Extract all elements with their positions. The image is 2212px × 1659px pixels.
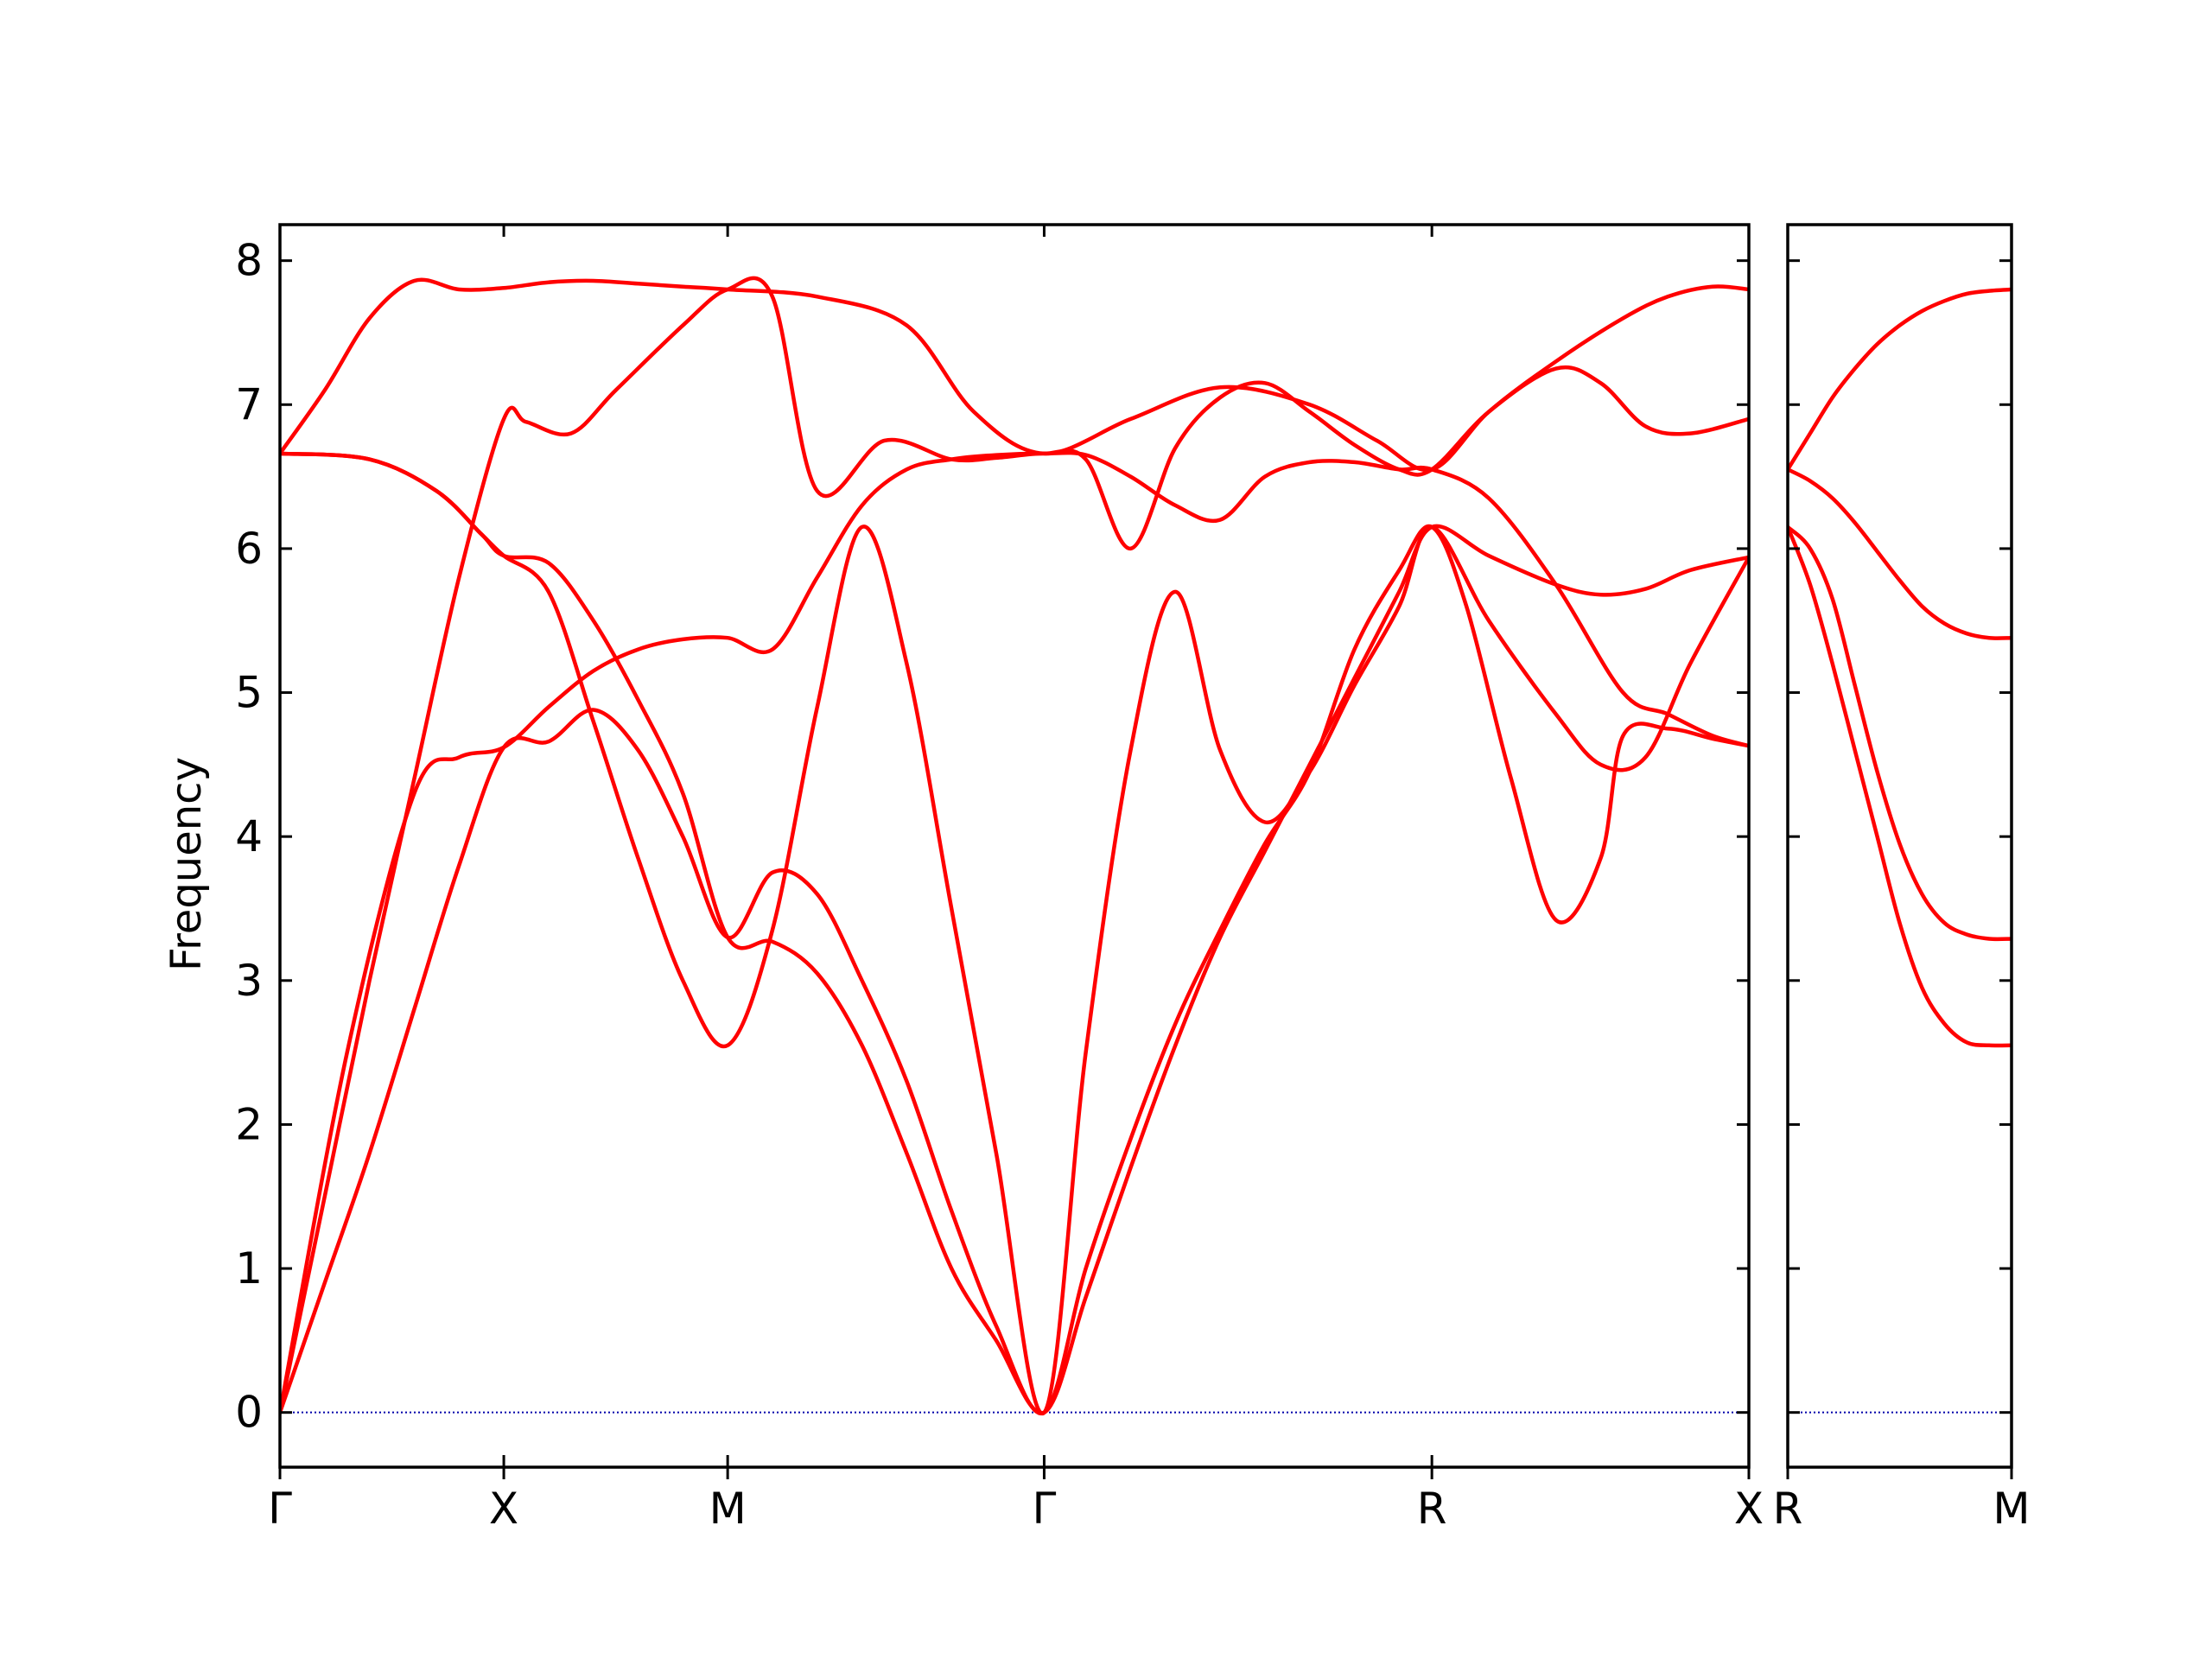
phonon-branch-1 [1788, 287, 2012, 472]
y-tick-label: 0 [235, 1388, 263, 1438]
y-tick-label: 3 [235, 956, 263, 1006]
x-tick-label: R [1773, 1484, 1803, 1534]
phonon-branch-3 [1788, 524, 2012, 1048]
phonon-branch-4 [1788, 524, 2012, 942]
x-tick-label: R [1417, 1484, 1447, 1534]
y-tick-label: 8 [235, 236, 263, 286]
y-tick-label: 1 [235, 1243, 263, 1294]
y-axis-label: Frequency [162, 757, 211, 971]
x-tick-label: X [489, 1484, 518, 1534]
x-tick-label: M [709, 1484, 747, 1534]
x-tick-label: Γ [1033, 1484, 1057, 1534]
phonon-branch-2 [1788, 467, 2012, 640]
phonon-branch-6 [280, 451, 1749, 1416]
y-tick-label: 6 [235, 524, 263, 574]
phonon-branch-1 [280, 277, 1749, 473]
y-tick-label: 4 [235, 811, 263, 861]
plot-frame [278, 223, 1751, 1469]
y-tick-label: 7 [235, 379, 263, 429]
plot-frame [1786, 223, 2013, 1469]
y-tick-label: 5 [235, 668, 263, 718]
y-tick-label: 2 [235, 1099, 263, 1149]
panel-main: 0 1 2 3 4 5 6 7 8 Γ X M Γ R X [235, 223, 1764, 1534]
phonon-branch-4 [280, 276, 1749, 1414]
phonon-branch-5 [280, 450, 1749, 1414]
x-tick-label: Γ [268, 1484, 292, 1534]
x-tick-label: M [1993, 1484, 2030, 1534]
x-tick-label: X [1734, 1484, 1764, 1534]
